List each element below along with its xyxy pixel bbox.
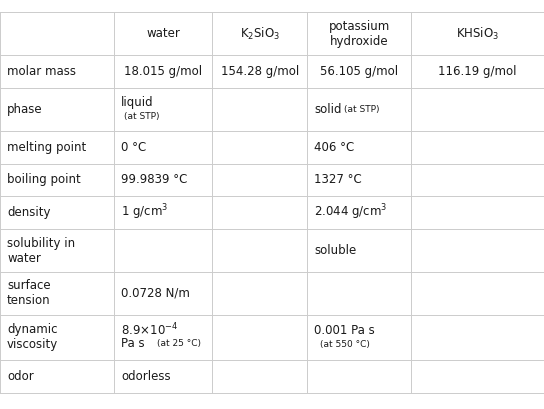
Text: solubility in
water: solubility in water — [7, 236, 75, 265]
Text: 1 g/cm$^3$: 1 g/cm$^3$ — [121, 203, 169, 222]
Text: 116.19 g/mol: 116.19 g/mol — [438, 65, 517, 78]
Text: water: water — [146, 27, 180, 40]
Text: 99.9839 °C: 99.9839 °C — [121, 173, 188, 187]
Text: 1327 °C: 1327 °C — [314, 173, 362, 187]
Text: KHSiO$_3$: KHSiO$_3$ — [456, 26, 499, 42]
Text: phase: phase — [7, 103, 42, 116]
Text: (at STP): (at STP) — [124, 112, 159, 121]
Text: odor: odor — [7, 370, 34, 383]
Text: 8.9×10$^{-4}$: 8.9×10$^{-4}$ — [121, 322, 178, 338]
Text: surface
tension: surface tension — [7, 279, 51, 308]
Text: 0.001 Pa s: 0.001 Pa s — [314, 324, 375, 337]
Text: liquid: liquid — [121, 97, 154, 109]
Text: 56.105 g/mol: 56.105 g/mol — [320, 65, 398, 78]
Text: (at 25 °C): (at 25 °C) — [157, 339, 201, 348]
Text: 0.0728 N/m: 0.0728 N/m — [121, 287, 190, 300]
Text: 406 °C: 406 °C — [314, 141, 355, 154]
Text: melting point: melting point — [7, 141, 86, 154]
Text: K$_2$SiO$_3$: K$_2$SiO$_3$ — [240, 26, 280, 42]
Text: dynamic
viscosity: dynamic viscosity — [7, 324, 58, 351]
Text: Pa s: Pa s — [121, 337, 145, 351]
Text: (at STP): (at STP) — [344, 105, 380, 114]
Text: boiling point: boiling point — [7, 173, 81, 187]
Text: 0 °C: 0 °C — [121, 141, 146, 154]
Text: density: density — [7, 206, 51, 219]
Text: soluble: soluble — [314, 244, 357, 257]
Text: (at 550 °C): (at 550 °C) — [320, 340, 370, 349]
Text: odorless: odorless — [121, 370, 171, 383]
Text: molar mass: molar mass — [7, 65, 76, 78]
Text: potassium
hydroxide: potassium hydroxide — [329, 20, 390, 48]
Text: solid: solid — [314, 103, 342, 116]
Text: 2.044 g/cm$^3$: 2.044 g/cm$^3$ — [314, 203, 388, 222]
Text: 154.28 g/mol: 154.28 g/mol — [221, 65, 299, 78]
Text: 18.015 g/mol: 18.015 g/mol — [124, 65, 202, 78]
